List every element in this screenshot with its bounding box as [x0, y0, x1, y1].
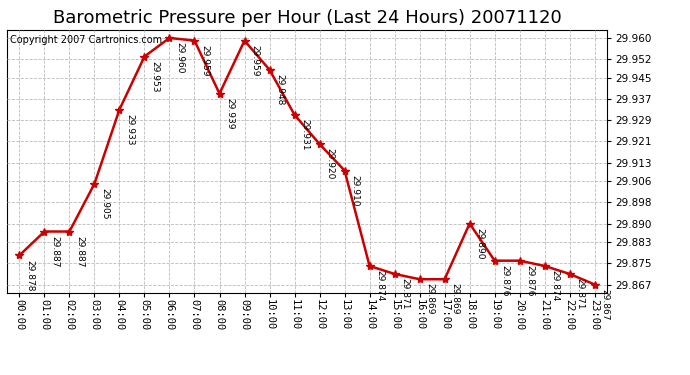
Text: 29.920: 29.920 — [325, 148, 334, 180]
Text: 29.953: 29.953 — [150, 61, 159, 92]
Text: 29.948: 29.948 — [275, 74, 284, 105]
Title: Barometric Pressure per Hour (Last 24 Hours) 20071120: Barometric Pressure per Hour (Last 24 Ho… — [52, 9, 562, 27]
Text: 29.931: 29.931 — [300, 119, 309, 150]
Text: 29.876: 29.876 — [525, 265, 534, 296]
Text: 29.887: 29.887 — [75, 236, 84, 267]
Text: 29.874: 29.874 — [375, 270, 384, 302]
Text: 29.939: 29.939 — [225, 98, 234, 129]
Text: 29.871: 29.871 — [400, 278, 409, 310]
Text: 29.959: 29.959 — [200, 45, 209, 76]
Text: 29.876: 29.876 — [500, 265, 509, 296]
Text: 29.890: 29.890 — [475, 228, 484, 259]
Text: 29.933: 29.933 — [125, 114, 134, 145]
Text: 29.878: 29.878 — [25, 260, 34, 291]
Text: 29.869: 29.869 — [425, 284, 434, 315]
Text: 29.874: 29.874 — [550, 270, 559, 302]
Text: 29.867: 29.867 — [600, 289, 609, 320]
Text: 29.905: 29.905 — [100, 188, 109, 219]
Text: 29.960: 29.960 — [175, 42, 184, 74]
Text: 29.910: 29.910 — [350, 175, 359, 206]
Text: 29.959: 29.959 — [250, 45, 259, 76]
Text: 29.869: 29.869 — [450, 284, 459, 315]
Text: 29.871: 29.871 — [575, 278, 584, 310]
Text: Copyright 2007 Cartronics.com: Copyright 2007 Cartronics.com — [10, 35, 162, 45]
Text: 29.887: 29.887 — [50, 236, 59, 267]
